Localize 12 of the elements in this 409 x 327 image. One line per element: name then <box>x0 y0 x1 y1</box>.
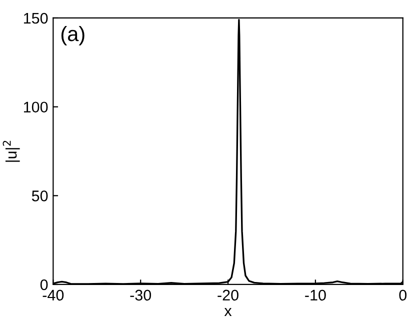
annotation: (a) <box>61 26 84 46</box>
x-tick-label: -10 <box>305 290 326 301</box>
y-tick-label: 50 <box>32 190 48 202</box>
y-tick-label: 150 <box>24 12 48 24</box>
x-tick-label: -30 <box>130 290 152 301</box>
y-tick-label: 100 <box>24 102 48 113</box>
y-tick-label: 0 <box>40 279 48 290</box>
x-axis-title: x <box>224 308 232 316</box>
x-tick-label: -40 <box>42 290 64 301</box>
x-tick-label: -20 <box>218 290 238 301</box>
y-axis-title: |u|$^{2}$ <box>2 140 20 162</box>
x-tick-label: 0 <box>399 290 407 301</box>
